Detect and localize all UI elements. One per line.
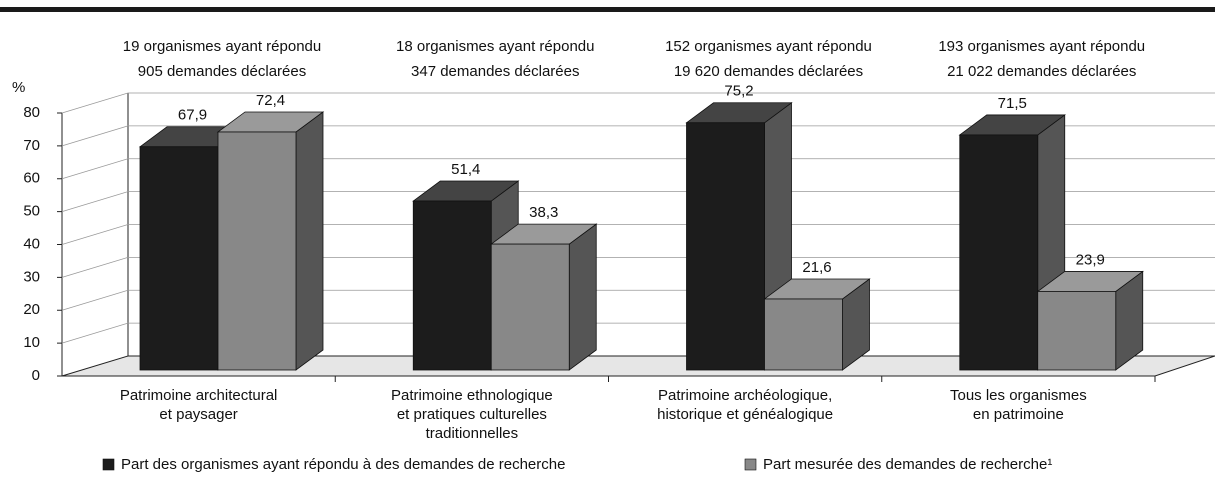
top-rule <box>0 7 1215 12</box>
grid-line <box>61 224 129 245</box>
grid-line <box>61 125 129 147</box>
bar <box>217 131 297 371</box>
group-label: 193 organismes ayant répondu <box>938 38 1145 55</box>
legend-swatch <box>102 458 115 471</box>
group-label: 21 022 demandes déclarées <box>947 63 1136 80</box>
y-tick-label: 40 <box>23 235 40 252</box>
y-tick-label: 10 <box>23 334 40 351</box>
x-tick-label: Tous les organismes <box>950 387 1087 404</box>
group-label: 19 organismes ayant répondu <box>123 38 321 55</box>
x-tick-label: Patrimoine architectural <box>120 387 278 404</box>
grid-line <box>61 322 129 344</box>
grid-line <box>61 289 129 311</box>
y-tick-label: 0 <box>32 367 40 384</box>
bar <box>412 200 492 371</box>
group-label: 347 demandes déclarées <box>411 63 579 80</box>
value-label: 71,5 <box>998 95 1027 112</box>
bar <box>764 298 843 371</box>
grid-line <box>61 256 129 278</box>
bar <box>1037 291 1117 371</box>
y-tick-label: 50 <box>23 203 40 220</box>
y-tick-label: 60 <box>23 170 40 187</box>
group-label: 905 demandes déclarées <box>138 63 306 80</box>
x-tick-label: en patrimoine <box>973 406 1064 423</box>
bar <box>686 122 765 371</box>
value-label: 23,9 <box>1076 251 1105 268</box>
y-tick-label: 70 <box>23 137 40 154</box>
bar-side <box>295 111 324 371</box>
bar <box>490 243 570 371</box>
y-tick-label: 80 <box>23 104 40 121</box>
group-label: 19 620 demandes déclarées <box>674 63 863 80</box>
legend-label: Part mesurée des demandes de recherche¹ <box>763 456 1052 473</box>
bar <box>959 134 1039 371</box>
grid-line <box>61 158 129 180</box>
x-tick-label: traditionnelles <box>426 425 519 442</box>
y-axis-label: % <box>12 79 25 96</box>
grid-line <box>61 92 129 114</box>
value-label: 75,2 <box>724 83 753 100</box>
x-tick-label: Patrimoine ethnologique <box>391 387 553 404</box>
legend-swatch <box>744 458 757 471</box>
value-label: 51,4 <box>451 161 480 178</box>
legend-label: Part des organismes ayant répondu à des … <box>121 456 565 473</box>
y-tick-label: 30 <box>23 268 40 285</box>
bar-side <box>568 223 597 371</box>
x-tick-label: et pratiques culturelles <box>397 406 547 423</box>
value-label: 38,3 <box>529 204 558 221</box>
group-label: 18 organismes ayant répondu <box>396 38 594 55</box>
value-label: 67,9 <box>178 107 207 124</box>
group-label: 152 organismes ayant répondu <box>665 38 872 55</box>
bar <box>139 146 219 371</box>
value-label: 72,4 <box>256 92 285 109</box>
x-tick-label: et paysager <box>159 406 237 423</box>
value-label: 21,6 <box>802 259 831 276</box>
x-tick-label: Patrimoine archéologique, <box>658 387 832 404</box>
floor <box>61 355 1215 377</box>
x-tick-label: historique et généalogique <box>657 406 833 423</box>
y-tick-label: 20 <box>23 301 40 318</box>
grid-line <box>61 191 129 213</box>
